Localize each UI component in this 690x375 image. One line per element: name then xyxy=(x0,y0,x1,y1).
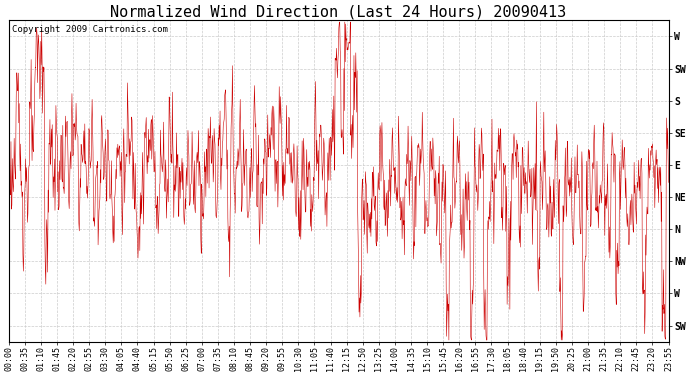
Title: Normalized Wind Direction (Last 24 Hours) 20090413: Normalized Wind Direction (Last 24 Hours… xyxy=(110,4,566,19)
Text: Copyright 2009 Cartronics.com: Copyright 2009 Cartronics.com xyxy=(12,25,168,34)
